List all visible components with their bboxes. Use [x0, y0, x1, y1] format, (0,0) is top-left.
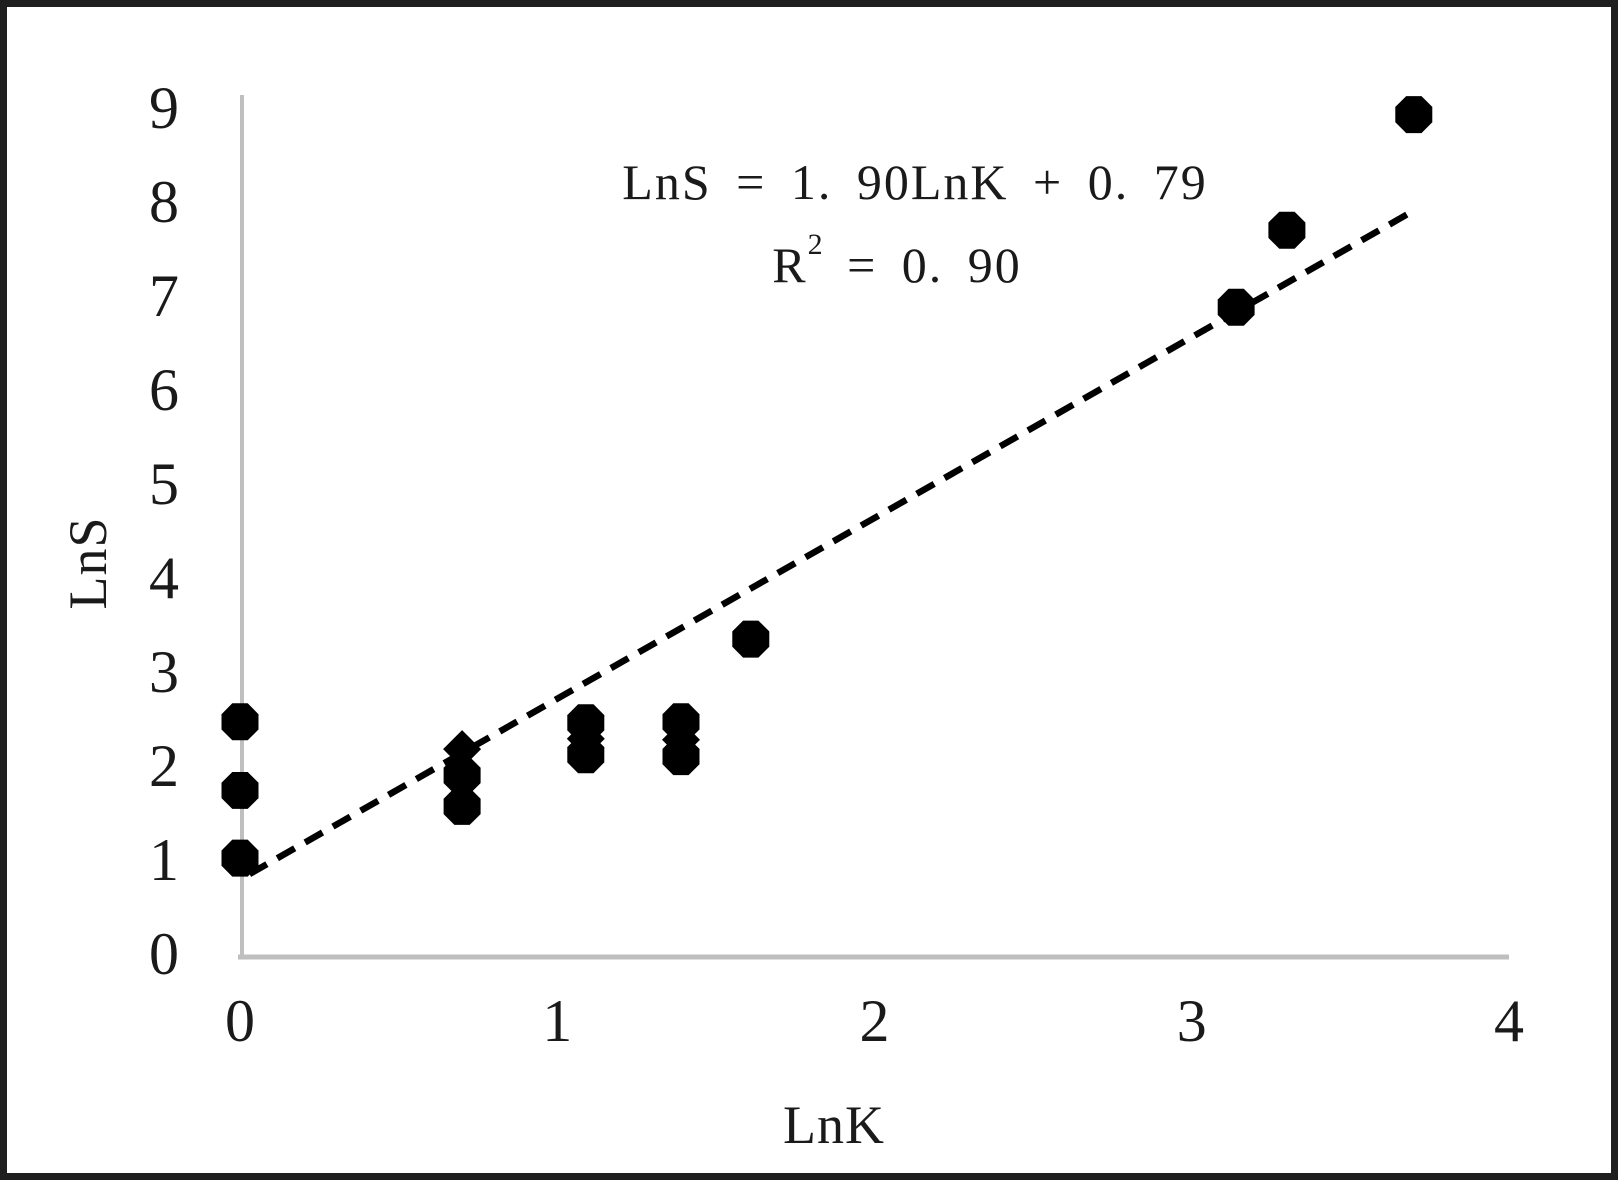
y-tick-label: 6: [149, 357, 179, 423]
data-point: [443, 787, 481, 825]
data-point: [732, 620, 770, 658]
data-point: [221, 772, 259, 809]
r-squared-superscript: 2: [807, 228, 823, 261]
x-tick-label: 3: [1176, 988, 1207, 1054]
data-point: [662, 738, 700, 776]
data-point: [567, 736, 605, 774]
y-tick-label: 7: [149, 263, 179, 329]
y-tick-label: 0: [149, 921, 179, 987]
y-tick-label: 3: [149, 639, 179, 705]
x-tick-label: 4: [1494, 988, 1524, 1054]
y-tick-label: 2: [149, 733, 179, 799]
y-tick-label: 8: [149, 169, 179, 235]
r-squared-base: R: [772, 237, 808, 293]
y-tick-label: 1: [149, 827, 179, 893]
trendline-equation: LnS = 1. 90LnK + 0. 79: [622, 154, 1208, 210]
y-tick-label: 9: [149, 75, 179, 141]
data-point: [1395, 96, 1433, 134]
data-point: [1217, 288, 1255, 326]
data-point: [443, 730, 482, 769]
y-tick-label: 4: [149, 545, 179, 611]
x-axis-title: LnK: [783, 1095, 885, 1155]
y-axis-title: LnS: [58, 516, 118, 610]
data-point: [1268, 211, 1306, 249]
x-tick-label: 1: [542, 988, 573, 1054]
r-squared-annotation: R2 = 0. 90: [772, 230, 1022, 294]
data-point: [221, 839, 259, 877]
y-tick-label: 5: [149, 451, 179, 517]
data-point: [221, 703, 259, 741]
x-tick-label: 2: [859, 988, 890, 1054]
data-point: [443, 756, 481, 794]
chart-canvas: [221, 95, 1509, 960]
x-tick-label: 0: [225, 988, 255, 1054]
r-squared-value: = 0. 90: [822, 237, 1022, 293]
